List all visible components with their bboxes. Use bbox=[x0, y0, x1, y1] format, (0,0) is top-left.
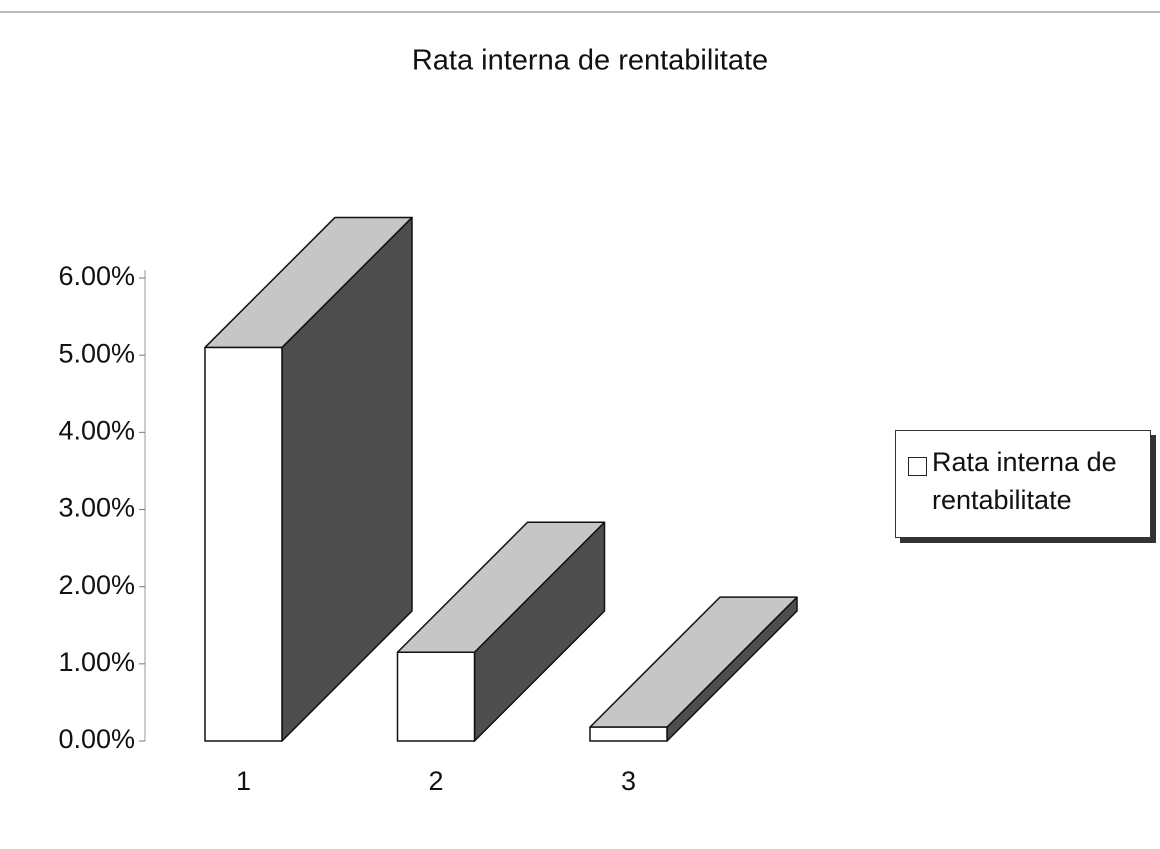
bar-front bbox=[204, 346, 283, 742]
y-tick-label: 6.00% bbox=[58, 261, 135, 291]
bar-front bbox=[589, 726, 668, 742]
x-tick-label: 1 bbox=[236, 766, 251, 796]
legend: Rata interna de rentabilitate bbox=[895, 430, 1151, 538]
bar bbox=[204, 216, 413, 742]
y-tick-label: 4.00% bbox=[58, 415, 135, 445]
y-tick-label: 5.00% bbox=[58, 338, 135, 368]
chart-title: Rata interna de rentabilitate bbox=[412, 45, 768, 77]
bar-front bbox=[396, 651, 476, 742]
x-tick-label: 3 bbox=[621, 766, 636, 796]
y-tick-label: 1.00% bbox=[58, 647, 135, 677]
bar bbox=[589, 596, 798, 742]
y-tick-label: 0.00% bbox=[58, 724, 135, 754]
y-tick-label: 2.00% bbox=[58, 570, 135, 600]
x-tick-label: 2 bbox=[428, 766, 443, 796]
bar bbox=[396, 521, 606, 742]
legend-key bbox=[908, 457, 927, 476]
y-tick-label: 3.00% bbox=[58, 493, 135, 523]
legend-label: Rata interna de rentabilitate bbox=[932, 447, 1117, 515]
